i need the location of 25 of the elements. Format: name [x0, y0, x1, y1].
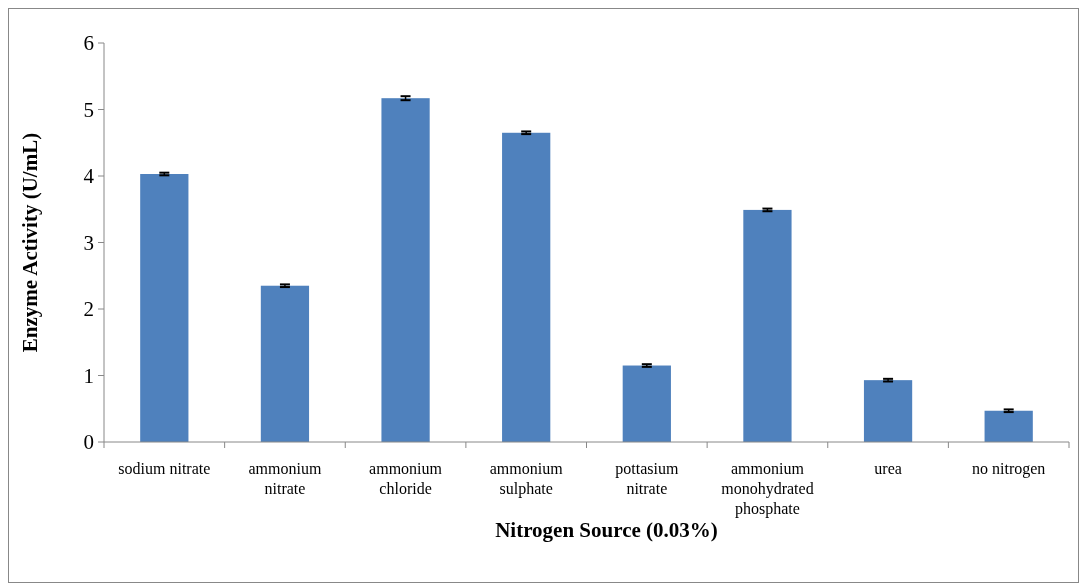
x-axis-title: Nitrogen Source (0.03%)	[495, 518, 718, 542]
x-tick-label: ammonium monohydrated phosphate	[721, 460, 814, 518]
y-tick-label: 0	[83, 430, 94, 455]
y-tick-label: 4	[83, 164, 95, 189]
y-tick-label: 3	[83, 230, 94, 255]
x-tick-label: ammonium chloride	[369, 460, 443, 497]
y-tick-label: 1	[83, 363, 94, 388]
bar	[863, 380, 913, 442]
x-tick-label: urea	[874, 460, 902, 477]
x-tick-label: pottasium nitrate	[615, 460, 679, 497]
bar	[743, 209, 792, 442]
x-tick-label: sodium nitrate	[118, 460, 211, 477]
x-tick-label: no nitrogen	[972, 460, 1046, 478]
y-tick-label: 5	[83, 97, 94, 122]
y-tick-label: 6	[83, 31, 94, 56]
bar	[140, 174, 189, 442]
bar	[984, 410, 1033, 442]
bar	[260, 285, 310, 442]
x-tick-label: ammonium nitrate	[248, 460, 322, 497]
bar	[381, 98, 430, 442]
bar	[622, 365, 671, 442]
y-tick-label: 2	[83, 297, 94, 322]
bar	[502, 132, 551, 442]
x-tick-label: ammonium sulphate	[489, 460, 564, 498]
y-axis-title: Enzyme Activity (U/mL)	[18, 132, 43, 353]
